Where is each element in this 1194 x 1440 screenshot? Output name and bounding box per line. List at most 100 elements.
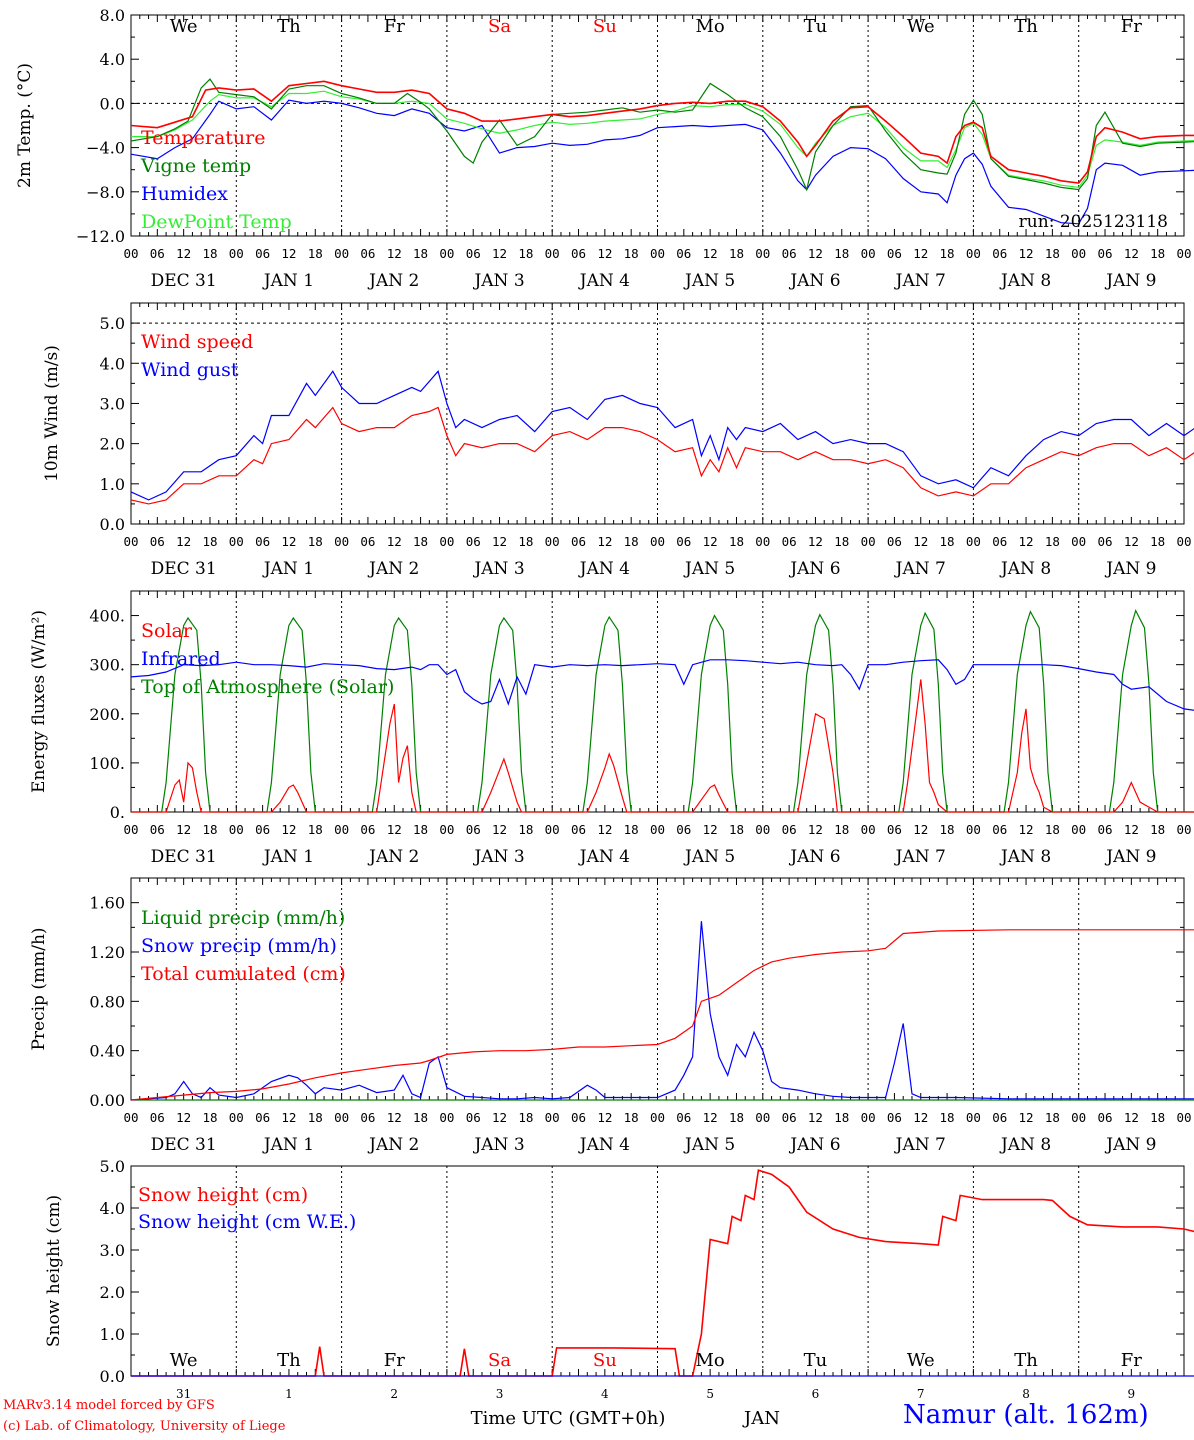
hour-label: 06 <box>782 246 797 261</box>
day-label: JAN 9 <box>1104 1135 1156 1155</box>
legend-entry: Snow precip (mm/h) <box>141 935 337 957</box>
hour-label: 00 <box>545 822 560 837</box>
day-label: JAN 2 <box>367 847 419 867</box>
day-label: JAN 3 <box>472 559 524 579</box>
y-tick-label: 0.0 <box>100 515 125 534</box>
hour-label: 00 <box>545 1110 560 1125</box>
legend-entry: DewPoint Temp <box>141 211 292 233</box>
model-credit: MARv3.14 model forced by GFS <box>3 1398 215 1413</box>
hour-label: 06 <box>782 534 797 549</box>
day-number-label: 31 <box>176 1387 191 1401</box>
weekday-label: Th <box>1014 1350 1038 1371</box>
series-vigne-temp <box>130 78 1194 192</box>
hour-label: 06 <box>150 534 165 549</box>
hour-label: 12 <box>387 822 402 837</box>
day-number-label: 1 <box>285 1387 293 1401</box>
day-label: JAN 2 <box>367 1135 419 1155</box>
hour-label: 00 <box>229 246 244 261</box>
y-tick-label: −8.0 <box>86 183 125 202</box>
day-label: JAN 4 <box>578 271 630 291</box>
day-label: DEC 31 <box>151 1135 217 1155</box>
hour-label: 18 <box>940 822 955 837</box>
hour-label: 00 <box>650 246 665 261</box>
hour-label: 12 <box>597 1110 612 1125</box>
hour-label: 06 <box>150 1110 165 1125</box>
hour-label: 06 <box>1097 534 1112 549</box>
hour-label: 00 <box>545 246 560 261</box>
hour-label: 18 <box>308 534 323 549</box>
y-tick-label: −4.0 <box>86 139 125 158</box>
hour-label: 06 <box>255 1110 270 1125</box>
hour-label: 12 <box>387 1110 402 1125</box>
series-temperature <box>130 80 1194 184</box>
hour-label: 18 <box>729 534 744 549</box>
day-label: JAN 4 <box>578 559 630 579</box>
hour-label: 06 <box>887 1110 902 1125</box>
hour-label: 18 <box>202 246 217 261</box>
day-label: JAN 7 <box>894 847 946 867</box>
copyright-credit: (c) Lab. of Climatology, University of L… <box>3 1419 286 1434</box>
legend-entry: Vigne temp <box>140 155 251 177</box>
day-label: JAN 5 <box>683 847 735 867</box>
y-tick-label: 3.0 <box>100 1241 125 1260</box>
hour-label: 06 <box>150 822 165 837</box>
y-tick-label: 5.0 <box>100 1157 125 1176</box>
hour-label: 06 <box>1097 1110 1112 1125</box>
hour-label: 18 <box>940 534 955 549</box>
hour-label: 12 <box>176 534 191 549</box>
weekday-label: Fr <box>384 16 405 37</box>
legend-entry: Snow height (cm W.E.) <box>138 1211 356 1233</box>
hour-label: 06 <box>255 246 270 261</box>
hour-label: 18 <box>940 246 955 261</box>
hour-label: 12 <box>1019 1110 1034 1125</box>
hour-label: 00 <box>334 534 349 549</box>
day-label: JAN 9 <box>1104 847 1156 867</box>
day-label: JAN 8 <box>999 847 1051 867</box>
hour-label: 06 <box>887 822 902 837</box>
panel-3: 0. 100. 200. 300. 400. Energy fluxes (W/m²) So… <box>29 590 1194 867</box>
series-solar <box>131 679 1194 813</box>
day-label: JAN 7 <box>894 559 946 579</box>
hour-label: 18 <box>308 822 323 837</box>
hour-label: 18 <box>202 534 217 549</box>
day-label: JAN 8 <box>999 559 1051 579</box>
hour-label: 12 <box>1124 1110 1139 1125</box>
hour-label: 00 <box>966 1110 981 1125</box>
legend-entry: Top of Atmosphere (Solar) <box>141 676 394 698</box>
hour-label: 18 <box>1045 1110 1060 1125</box>
y-tick-label: 0.80 <box>89 992 125 1011</box>
hour-label: 12 <box>387 246 402 261</box>
hour-label: 00 <box>229 1110 244 1125</box>
y-tick-label: 1.0 <box>100 1325 125 1344</box>
weekday-label: Fr <box>1121 16 1142 37</box>
weekday-label: Th <box>277 1350 301 1371</box>
run-annotation: run: 2025123118 <box>1019 212 1168 232</box>
hour-label: 06 <box>360 1110 375 1125</box>
hour-label: 12 <box>913 822 928 837</box>
legend-entry: Liquid precip (mm/h) <box>141 907 345 929</box>
day-number-label: 2 <box>390 1387 398 1401</box>
hour-label: 06 <box>992 534 1007 549</box>
hour-label: 00 <box>1176 534 1191 549</box>
hour-label: 00 <box>755 534 770 549</box>
hour-label: 00 <box>650 822 665 837</box>
legend-entry: Temperature <box>141 127 265 149</box>
hour-label: 12 <box>808 534 823 549</box>
y-tick-label: 1.20 <box>89 943 125 962</box>
hour-label: 00 <box>1071 246 1086 261</box>
hour-label: 12 <box>913 534 928 549</box>
series-top-of-atmosphere-solar- <box>131 608 1194 813</box>
hour-label: 06 <box>360 534 375 549</box>
hour-label: 00 <box>966 822 981 837</box>
y-axis-title: 2m Temp. (°C) <box>15 63 35 188</box>
y-axis-title: 10m Wind (m/s) <box>42 345 62 482</box>
hour-label: 12 <box>176 246 191 261</box>
y-tick-label: 0.40 <box>89 1042 125 1061</box>
weekday-label: Sa <box>488 16 511 37</box>
hour-label: 12 <box>703 822 718 837</box>
day-label: JAN 5 <box>683 1135 735 1155</box>
y-tick-label: 1.60 <box>89 894 125 913</box>
hour-label: 00 <box>439 822 454 837</box>
series-wind-speed <box>130 406 1194 505</box>
